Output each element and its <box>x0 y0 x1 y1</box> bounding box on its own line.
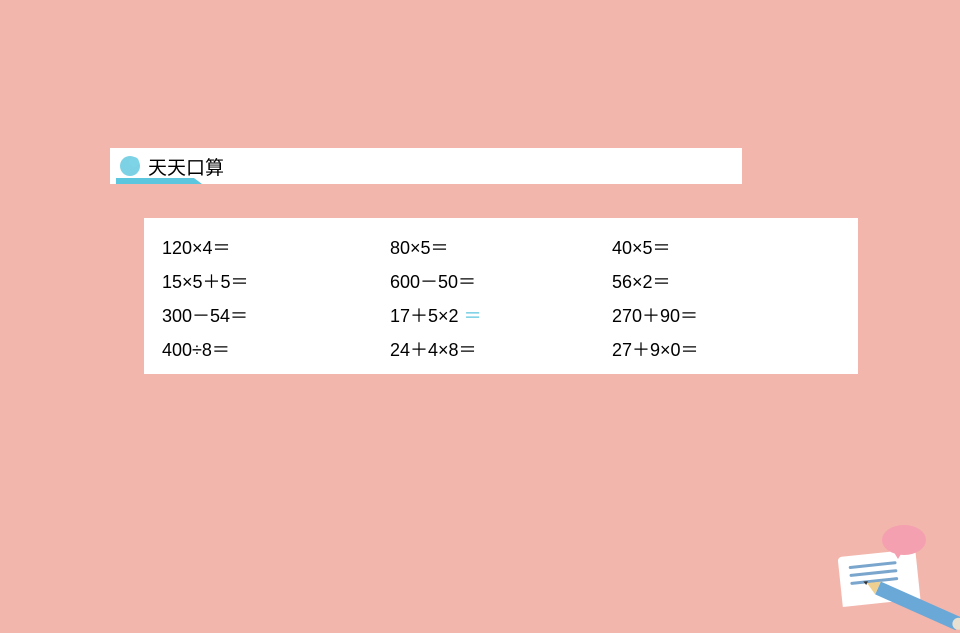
problem-row: 400÷8＝ 24＋4×8＝ 27＋9×0＝ <box>162 332 840 366</box>
problem-cell: 56×2＝ <box>612 268 840 294</box>
problem-cell: 120×4＝ <box>162 234 390 260</box>
header-title: 天天口算 <box>148 153 224 180</box>
header-box: 天天口算 <box>110 148 742 184</box>
problem-cell: 40×5＝ <box>612 234 840 260</box>
problem-row: 15×5＋5＝ 600－50＝ 56×2＝ <box>162 264 840 298</box>
problem-row: 120×4＝ 80×5＝ 40×5＝ <box>162 230 840 264</box>
problem-text: 17＋5×2 <box>390 306 464 326</box>
problem-cell: 27＋9×0＝ <box>612 336 840 362</box>
problem-cell: 400÷8＝ <box>162 336 390 362</box>
problem-cell: 80×5＝ <box>390 234 612 260</box>
equals-cyan: ＝ <box>464 306 482 326</box>
problem-row: 300－54＝ 17＋5×2 ＝ 270＋90＝ <box>162 298 840 332</box>
problem-cell: 17＋5×2 ＝ <box>390 302 612 328</box>
problem-cell: 600－50＝ <box>390 268 612 294</box>
pencil-decoration-icon <box>830 519 960 599</box>
problem-cell: 24＋4×8＝ <box>390 336 612 362</box>
problem-cell: 15×5＋5＝ <box>162 268 390 294</box>
speech-bubble-icon <box>882 525 926 555</box>
problem-cell: 300－54＝ <box>162 302 390 328</box>
problems-box: 120×4＝ 80×5＝ 40×5＝ 15×5＋5＝ 600－50＝ 56×2＝… <box>144 218 858 374</box>
header-underline <box>116 178 202 184</box>
problem-cell: 270＋90＝ <box>612 302 840 328</box>
header-decoration-icon <box>116 152 144 180</box>
